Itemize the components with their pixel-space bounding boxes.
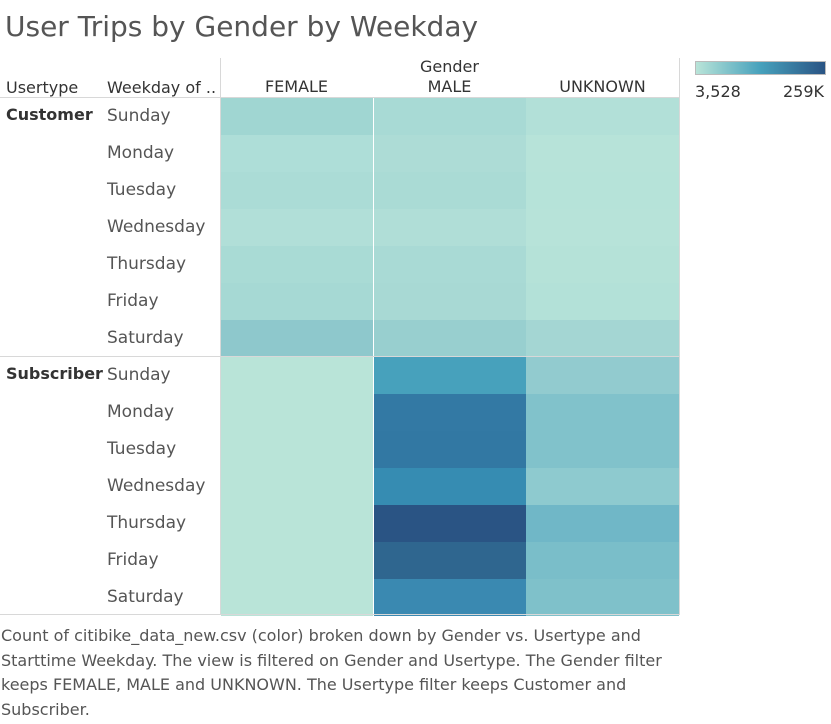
heatmap-cell-subscriber-wednesday-male[interactable]	[374, 468, 526, 505]
row-label-customer-monday: Monday	[107, 143, 175, 163]
chart-title: User Trips by Gender by Weekday	[5, 10, 479, 43]
row-label-customer-thursday: Thursday	[107, 254, 187, 274]
heatmap-cell-customer-saturday-unknown[interactable]	[526, 320, 679, 357]
heatmap-cell-customer-wednesday-female[interactable]	[221, 209, 373, 246]
row-label-customer-wednesday: Wednesday	[107, 217, 206, 237]
heatmap-cell-subscriber-tuesday-male[interactable]	[374, 431, 526, 468]
row-label-subscriber-tuesday: Tuesday	[107, 439, 177, 459]
heatmap-cell-subscriber-friday-unknown[interactable]	[526, 542, 679, 579]
usertype-header: Usertype	[6, 78, 79, 97]
heatmap-cell-customer-tuesday-unknown[interactable]	[526, 172, 679, 209]
heatmap-cell-subscriber-thursday-female[interactable]	[221, 505, 373, 542]
heatmap-cell-subscriber-thursday-male[interactable]	[374, 505, 526, 542]
heatmap-cell-customer-saturday-male[interactable]	[374, 320, 526, 357]
header-bottom-line	[0, 97, 680, 98]
header-divider-line	[220, 58, 221, 615]
legend-max-label: 259K	[783, 82, 825, 101]
group-divider-line	[0, 356, 680, 357]
heatmap-cell-subscriber-friday-female[interactable]	[221, 542, 373, 579]
heatmap-cell-customer-tuesday-female[interactable]	[221, 172, 373, 209]
heatmap-cell-subscriber-sunday-female[interactable]	[221, 357, 373, 394]
grid-bottom-line	[0, 614, 680, 615]
color-legend-bar	[695, 61, 826, 75]
heatmap-cell-customer-friday-female[interactable]	[221, 283, 373, 320]
row-label-customer-friday: Friday	[107, 291, 159, 311]
heatmap-cell-subscriber-wednesday-female[interactable]	[221, 468, 373, 505]
row-label-subscriber-sunday: Sunday	[107, 365, 171, 385]
row-label-customer-saturday: Saturday	[107, 328, 184, 348]
heatmap-cell-customer-thursday-female[interactable]	[221, 246, 373, 283]
heatmap-cell-customer-thursday-unknown[interactable]	[526, 246, 679, 283]
right-border-line	[679, 58, 680, 615]
row-label-subscriber-thursday: Thursday	[107, 513, 187, 533]
gender-header: Gender	[420, 57, 479, 76]
heatmap-cell-customer-friday-unknown[interactable]	[526, 283, 679, 320]
heatmap-cell-customer-sunday-female[interactable]	[221, 98, 373, 135]
heatmap-cell-customer-tuesday-male[interactable]	[374, 172, 526, 209]
group-label-subscriber: Subscriber	[6, 364, 103, 383]
weekday-header: Weekday of ..	[107, 78, 217, 97]
legend-min-label: 3,528	[695, 82, 741, 101]
heatmap-cell-subscriber-tuesday-unknown[interactable]	[526, 431, 679, 468]
heatmap-cell-customer-saturday-female[interactable]	[221, 320, 373, 357]
row-label-customer-tuesday: Tuesday	[107, 180, 177, 200]
heatmap-cell-subscriber-monday-female[interactable]	[221, 394, 373, 431]
row-label-subscriber-friday: Friday	[107, 550, 159, 570]
heatmap-cell-customer-thursday-male[interactable]	[374, 246, 526, 283]
heatmap-cell-subscriber-saturday-female[interactable]	[221, 579, 373, 616]
heatmap-cell-customer-monday-male[interactable]	[374, 135, 526, 172]
heatmap-cell-customer-sunday-male[interactable]	[374, 98, 526, 135]
column-header-male: MALE	[427, 77, 472, 96]
heatmap-cell-customer-monday-unknown[interactable]	[526, 135, 679, 172]
heatmap-cell-subscriber-saturday-male[interactable]	[374, 579, 526, 616]
heatmap-cell-customer-sunday-unknown[interactable]	[526, 98, 679, 135]
heatmap-cell-customer-wednesday-male[interactable]	[374, 209, 526, 246]
heatmap-cell-subscriber-wednesday-unknown[interactable]	[526, 468, 679, 505]
heatmap-cell-subscriber-monday-male[interactable]	[374, 394, 526, 431]
heatmap-cell-customer-wednesday-unknown[interactable]	[526, 209, 679, 246]
heatmap-cell-subscriber-monday-unknown[interactable]	[526, 394, 679, 431]
row-label-subscriber-monday: Monday	[107, 402, 175, 422]
heatmap-cell-subscriber-friday-male[interactable]	[374, 542, 526, 579]
chart-caption: Count of citibike_data_new.csv (color) b…	[1, 626, 662, 719]
group-label-customer: Customer	[6, 105, 93, 124]
heatmap-cell-customer-monday-female[interactable]	[221, 135, 373, 172]
row-label-subscriber-wednesday: Wednesday	[107, 476, 206, 496]
row-label-customer-sunday: Sunday	[107, 106, 171, 126]
column-header-female: FEMALE	[264, 77, 329, 96]
heatmap-cell-customer-friday-male[interactable]	[374, 283, 526, 320]
row-label-subscriber-saturday: Saturday	[107, 587, 184, 607]
heatmap-cell-subscriber-tuesday-female[interactable]	[221, 431, 373, 468]
heatmap-cell-subscriber-saturday-unknown[interactable]	[526, 579, 679, 616]
heatmap-cell-subscriber-thursday-unknown[interactable]	[526, 505, 679, 542]
heatmap-cell-subscriber-sunday-male[interactable]	[374, 357, 526, 394]
heatmap-cell-subscriber-sunday-unknown[interactable]	[526, 357, 679, 394]
column-header-unknown: UNKNOWN	[559, 77, 646, 96]
